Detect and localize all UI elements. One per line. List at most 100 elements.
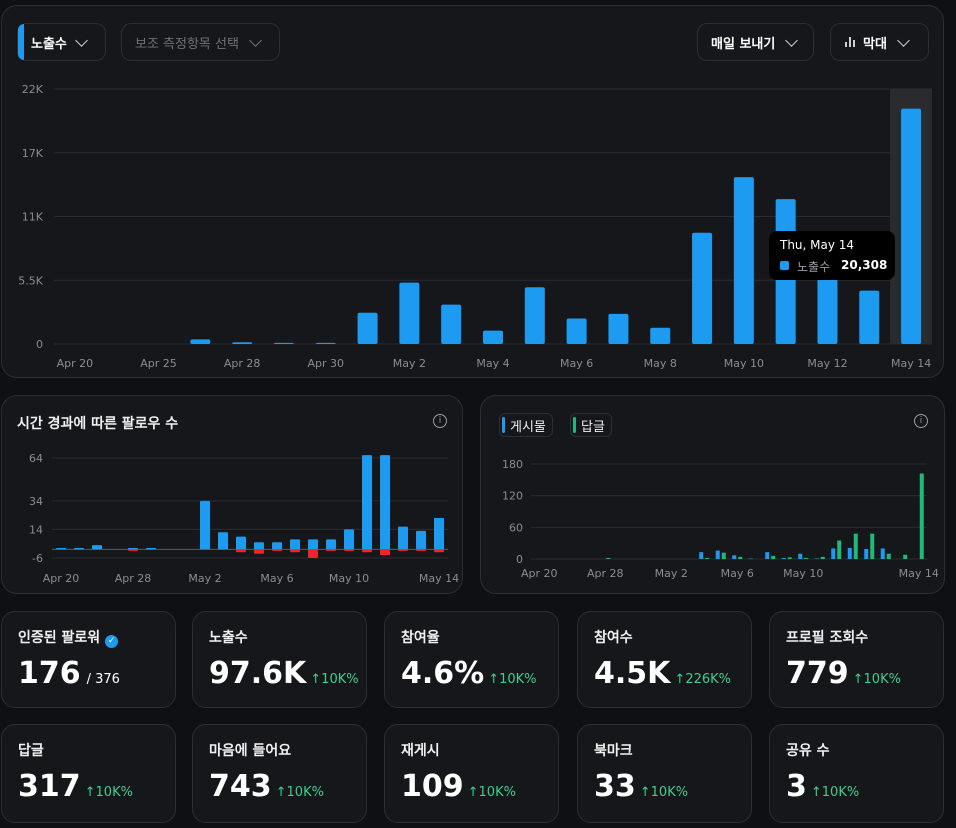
y-tick-label: 60 (509, 521, 523, 534)
bar-chart-icon (845, 37, 855, 47)
y-tick-label: 14 (29, 523, 43, 536)
stat-value-row: 33 ↑10K% (594, 769, 688, 804)
bar (441, 304, 462, 344)
stat-value: 97.6K (209, 656, 307, 691)
reply-bar (870, 533, 875, 559)
unfollow-bar (434, 549, 444, 553)
stat-label: 프로필 조회수 (786, 630, 869, 646)
stat-label: 공유 수 (786, 743, 830, 759)
stat-card[interactable]: 참여수 4.5K ↑226K% (577, 611, 752, 708)
bar (692, 232, 713, 344)
y-tick-label: -6 (32, 552, 43, 565)
stat-change: ↑10K% (85, 785, 133, 800)
stat-label: 참여수 (594, 630, 633, 646)
stat-card[interactable]: 프로필 조회수 779 ↑10K% (769, 611, 944, 708)
stat-card[interactable]: 공유 수 3 ↑10K% (769, 724, 944, 823)
follow-bar (434, 518, 444, 550)
bar (315, 342, 336, 344)
arrow-up-icon: ↑ (810, 785, 822, 800)
metric-label: 노출수 (31, 36, 67, 52)
post-bar (715, 550, 720, 559)
unfollow-bar (326, 549, 336, 551)
y-tick-label: 120 (502, 490, 523, 503)
y-tick-label: 11K (22, 211, 44, 224)
post-bar (765, 552, 770, 559)
secondary-metric-select[interactable]: 보조 측정항목 선택 (121, 23, 280, 61)
stat-value-row: 779 ↑10K% (786, 656, 901, 691)
x-tick-label: May 14 (419, 572, 459, 585)
secondary-metric-placeholder: 보조 측정항목 선택 (135, 36, 239, 52)
legend-posts[interactable]: 게시물 (499, 413, 553, 437)
x-tick-label: May 2 (188, 572, 221, 585)
bar (817, 279, 838, 344)
bar (733, 177, 754, 344)
unfollow-bar (308, 549, 318, 558)
legend-replies-label: 답글 (581, 419, 605, 435)
stat-label: 참여율 (401, 630, 440, 646)
reply-bar (903, 554, 908, 559)
stat-value: 743 (209, 769, 272, 804)
bar (859, 290, 880, 344)
x-tick-label: Apr 20 (43, 572, 80, 585)
tooltip-value: 20,308 (841, 258, 888, 272)
legend-replies[interactable]: 답글 (570, 413, 612, 437)
stat-card[interactable]: 답글 317 ↑10K% (1, 724, 176, 823)
follow-bar (254, 542, 264, 550)
stat-change-value: 226K% (685, 672, 732, 687)
metric-select[interactable]: 노출수 (17, 23, 106, 61)
stat-label: 재게시 (401, 743, 440, 759)
export-label: 매일 보내기 (711, 36, 776, 52)
bar (901, 108, 922, 344)
y-tick-label: 0 (36, 338, 43, 351)
stat-value: 4.6% (401, 656, 485, 691)
follow-bar (236, 536, 246, 550)
bar (650, 327, 671, 344)
info-icon[interactable]: i (914, 414, 928, 428)
chart-type-select[interactable]: 막대 (830, 23, 929, 61)
stat-change-value: 10K% (650, 785, 689, 800)
stat-change-value: 10K% (499, 672, 537, 687)
stat-change-value: 10K% (95, 785, 133, 800)
stat-card[interactable]: 북마크 33 ↑10K% (577, 724, 752, 823)
arrow-up-icon: ↑ (852, 672, 864, 687)
follow-bar (146, 548, 156, 550)
follow-bar (380, 455, 390, 550)
stat-value-row: 317 ↑10K% (18, 769, 133, 804)
impressions-chart-card: 노출수 보조 측정항목 선택 매일 보내기 막대 22K 17K 11K 5.5K 0 A… (1, 5, 944, 378)
x-tick-label: May 6 (560, 357, 593, 370)
stat-change: ↑10K% (276, 785, 324, 800)
impressions-bar-chart[interactable]: 22K 17K 11K 5.5K 0 Apr 20 Apr 25 Apr 28 Apr 30 Ma… (2, 68, 943, 378)
follow-bar (74, 548, 84, 550)
x-tick-label: Apr 28 (115, 572, 152, 585)
stat-change: ↑10K% (853, 672, 901, 687)
bar (399, 282, 420, 344)
unfollow-bar (362, 549, 372, 553)
stat-card[interactable]: 마음에 들어요 743 ↑10K% (192, 724, 367, 823)
follow-bar (92, 545, 102, 550)
post-bar (847, 547, 852, 559)
unfollow-bar (398, 549, 408, 551)
stat-card[interactable]: 재게시 109 ↑10K% (384, 724, 559, 823)
stat-card[interactable]: 참여율 4.6% ↑10K% (384, 611, 559, 708)
unfollow-bar (290, 549, 300, 553)
tooltip-date: Thu, May 14 (780, 238, 855, 252)
export-daily-button[interactable]: 매일 보내기 (697, 23, 814, 61)
followers-chart-title: 시간 경과에 따른 팔로우 수 (17, 416, 179, 432)
stat-card[interactable]: 인증된 팔로워 ✓ 176 / 376 (1, 611, 176, 708)
posts-swatch (502, 417, 505, 433)
x-tick-label: May 6 (721, 567, 754, 580)
info-icon[interactable]: i (433, 414, 447, 428)
chart-type-label: 막대 (863, 36, 887, 52)
bar (566, 318, 587, 344)
reply-bar (820, 556, 825, 559)
y-tick-label: 5.5K (18, 274, 43, 287)
reply-bar (738, 556, 743, 559)
posts-replies-chart-card: 게시물 답글 i 180 120 60 0 Apr 20 Apr 28 May 2 May 6… (480, 395, 945, 594)
reply-bar (787, 557, 792, 559)
stat-card[interactable]: 노출수 97.6K ↑10K% (192, 611, 367, 708)
stat-value-row: 743 ↑10K% (209, 769, 324, 804)
legend-posts-label: 게시물 (510, 419, 546, 435)
bar (608, 313, 629, 344)
